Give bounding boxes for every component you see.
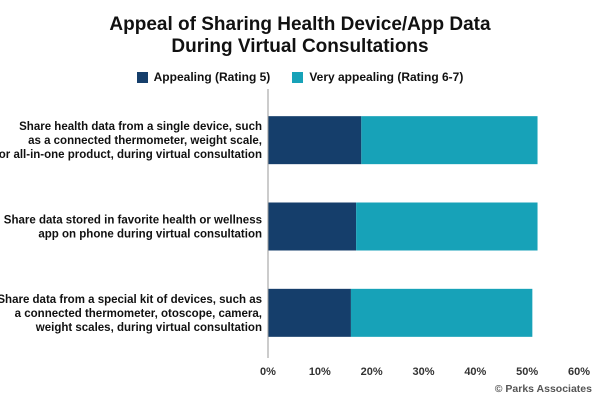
bar-segment-very-appealing-3 — [350, 288, 533, 337]
x-tick-label-50: 50% — [516, 366, 538, 378]
x-tick-label-10: 10% — [309, 366, 331, 378]
legend: Appealing (Rating 5) Very appealing (Rat… — [0, 67, 600, 87]
category-label-2-line-1: Share data stored in favorite health or … — [4, 215, 262, 227]
legend-swatch-very-appealing — [292, 71, 304, 83]
category-label-3-line-3: weight scales, during virtual consultati… — [35, 322, 262, 334]
x-tick-label-40: 40% — [464, 366, 486, 378]
chart-title-line-2: During Virtual Consultations — [171, 36, 429, 57]
x-tick-label-30: 30% — [412, 366, 434, 378]
category-label-1-line-1: Share health data from a single device, … — [19, 121, 262, 133]
legend-item-very-appealing: Very appealing (Rating 6-7) — [292, 70, 463, 84]
category-label-2-line-2: app on phone during virtual consultation — [38, 229, 262, 241]
category-label-3-line-2: a connected thermometer, otoscope, camer… — [15, 308, 262, 320]
source-credit: © Parks Associates — [494, 383, 592, 395]
bar-segment-appealing-2 — [268, 202, 357, 251]
x-tick-label-60: 60% — [568, 366, 590, 378]
legend-item-appealing: Appealing (Rating 5) — [136, 70, 271, 84]
category-label-3-line-1: Share data from a special kit of devices… — [0, 294, 262, 306]
x-tick-label-0: 0% — [260, 366, 276, 378]
category-label-1-line-3: or all-in-one product, during virtual co… — [0, 149, 262, 161]
bar-segment-very-appealing-1 — [361, 116, 538, 165]
legend-label-very-appealing: Very appealing (Rating 6-7) — [309, 70, 464, 84]
bar-segment-appealing-3 — [268, 288, 351, 337]
bar-segment-appealing-1 — [268, 116, 362, 165]
bar-segment-very-appealing-2 — [356, 202, 538, 251]
category-label-1-line-2: as a connected thermometer, weight scale… — [28, 135, 262, 147]
x-tick-label-20: 20% — [361, 366, 383, 378]
chart-title-line-1: Appeal of Sharing Health Device/App Data — [109, 14, 491, 35]
legend-label-appealing: Appealing (Rating 5) — [153, 70, 271, 84]
legend-swatch-appealing — [136, 71, 148, 83]
